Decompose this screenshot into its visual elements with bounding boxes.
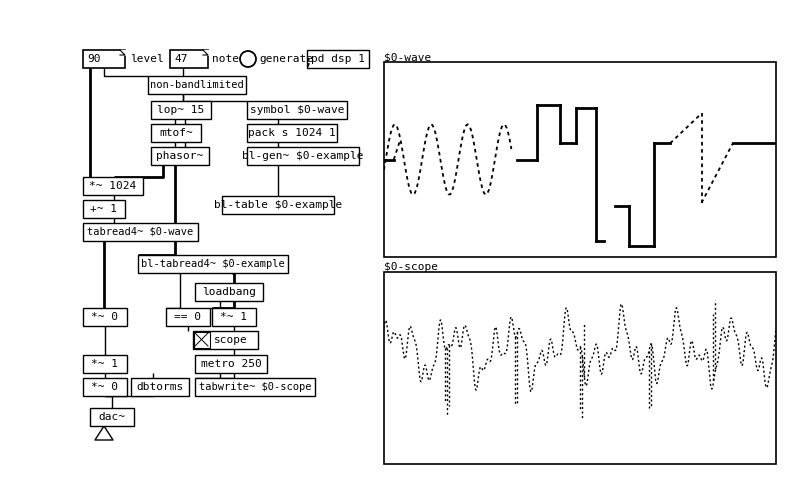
Bar <box>247 124 337 142</box>
Text: ;: ; <box>305 55 313 68</box>
Bar <box>195 355 267 373</box>
Text: phasor~: phasor~ <box>156 151 203 161</box>
Text: *~ 0: *~ 0 <box>91 312 118 322</box>
Text: tabwrite~ $0-scope: tabwrite~ $0-scope <box>199 382 311 392</box>
Text: 90: 90 <box>87 54 101 64</box>
Polygon shape <box>120 50 125 55</box>
Bar <box>131 378 189 396</box>
Bar <box>138 255 288 273</box>
Bar <box>83 355 127 373</box>
Bar <box>195 283 263 301</box>
Bar <box>170 50 208 68</box>
Text: level: level <box>130 54 164 64</box>
Text: mtof~: mtof~ <box>159 128 193 138</box>
Text: pack s 1024 1: pack s 1024 1 <box>248 128 336 138</box>
Bar <box>195 378 315 396</box>
Text: lop~ 15: lop~ 15 <box>158 105 205 115</box>
Polygon shape <box>203 50 208 55</box>
Text: scope: scope <box>214 335 247 345</box>
Bar <box>307 50 369 68</box>
Text: bl-gen~ $0-example: bl-gen~ $0-example <box>242 151 364 161</box>
Bar <box>384 62 776 257</box>
Bar <box>90 408 134 426</box>
Text: +~ 1: +~ 1 <box>91 204 117 214</box>
Text: *~ 1: *~ 1 <box>221 312 247 322</box>
Text: generate: generate <box>259 54 313 64</box>
Text: dbtorms: dbtorms <box>136 382 184 392</box>
Text: == 0: == 0 <box>174 312 202 322</box>
Text: *~ 1024: *~ 1024 <box>89 181 136 191</box>
Bar <box>194 332 210 348</box>
Bar <box>151 147 209 165</box>
Bar <box>384 272 776 464</box>
Bar <box>83 308 127 326</box>
Text: $0-wave: $0-wave <box>384 52 431 62</box>
Bar <box>83 200 125 218</box>
Bar <box>151 101 211 119</box>
Text: pd dsp 1: pd dsp 1 <box>311 54 365 64</box>
Text: dac~: dac~ <box>98 412 125 422</box>
Bar <box>222 196 334 214</box>
Bar <box>83 378 127 396</box>
Bar <box>83 177 143 195</box>
Text: loadbang: loadbang <box>202 287 256 297</box>
Text: bl-table $0-example: bl-table $0-example <box>214 200 342 210</box>
Bar <box>148 76 246 94</box>
Text: *~ 0: *~ 0 <box>91 382 118 392</box>
Text: tabread4~ $0-wave: tabread4~ $0-wave <box>87 227 194 237</box>
Bar <box>193 331 258 349</box>
Text: *~ 1: *~ 1 <box>91 359 118 369</box>
Bar <box>166 308 210 326</box>
Bar <box>212 308 256 326</box>
Bar <box>247 101 347 119</box>
Bar <box>83 223 198 241</box>
Bar <box>83 50 125 68</box>
Text: metro 250: metro 250 <box>201 359 262 369</box>
Text: non-bandlimited: non-bandlimited <box>151 80 243 90</box>
Bar <box>247 147 359 165</box>
Text: note: note <box>212 54 239 64</box>
Bar <box>151 124 201 142</box>
Text: bl-tabread4~ $0-example: bl-tabread4~ $0-example <box>141 259 285 269</box>
Text: 47: 47 <box>174 54 188 64</box>
Text: $0-scope: $0-scope <box>384 262 438 272</box>
Text: symbol $0-wave: symbol $0-wave <box>250 105 344 115</box>
